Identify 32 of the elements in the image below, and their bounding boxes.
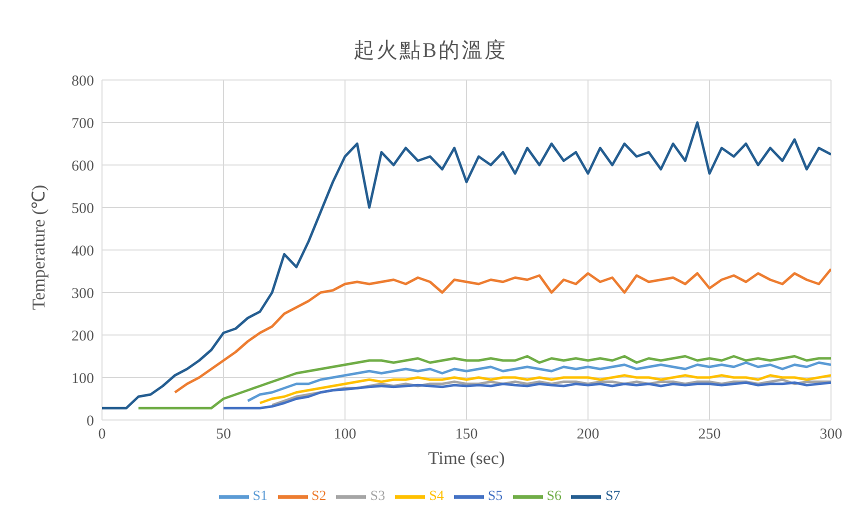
y-tick-label: 700 — [72, 116, 94, 132]
legend-label: S4 — [429, 489, 444, 504]
legend-label: S7 — [605, 489, 620, 504]
y-tick-label: 400 — [72, 243, 94, 260]
y-tick-label: 300 — [72, 286, 94, 302]
line-series — [137, 355, 831, 410]
legend-label: S5 — [488, 489, 503, 504]
x-tick-label: 250 — [698, 426, 721, 443]
y-tick-label: 200 — [72, 328, 94, 344]
x-axis-title: Time (sec) — [428, 448, 505, 468]
x-tick-label: 300 — [820, 426, 842, 443]
x-tick-label: 150 — [455, 426, 478, 443]
x-tick-label: 0 — [98, 426, 106, 443]
legend-label: S3 — [370, 489, 386, 504]
legend-label: S1 — [252, 489, 268, 504]
x-tick-label: 100 — [334, 426, 356, 443]
y-tick-label: 800 — [72, 73, 94, 90]
line-series — [174, 268, 831, 394]
x-tick-label: 200 — [576, 426, 600, 443]
y-tick-label: 500 — [72, 200, 94, 217]
line-series — [222, 381, 831, 410]
chart-title: 起火點B的溫度 — [352, 37, 508, 64]
line-series — [246, 361, 831, 402]
x-tick-label: 50 — [216, 426, 231, 443]
y-tick-label: 0 — [86, 413, 94, 430]
y-tick-label: 100 — [72, 370, 94, 387]
legend-label: S2 — [312, 489, 326, 504]
legend-label: S6 — [546, 489, 562, 504]
y-tick-label: 600 — [72, 158, 94, 174]
line-series — [258, 374, 831, 404]
y-axis-title: Temperature (℃) — [28, 184, 48, 310]
line-series — [102, 121, 831, 410]
